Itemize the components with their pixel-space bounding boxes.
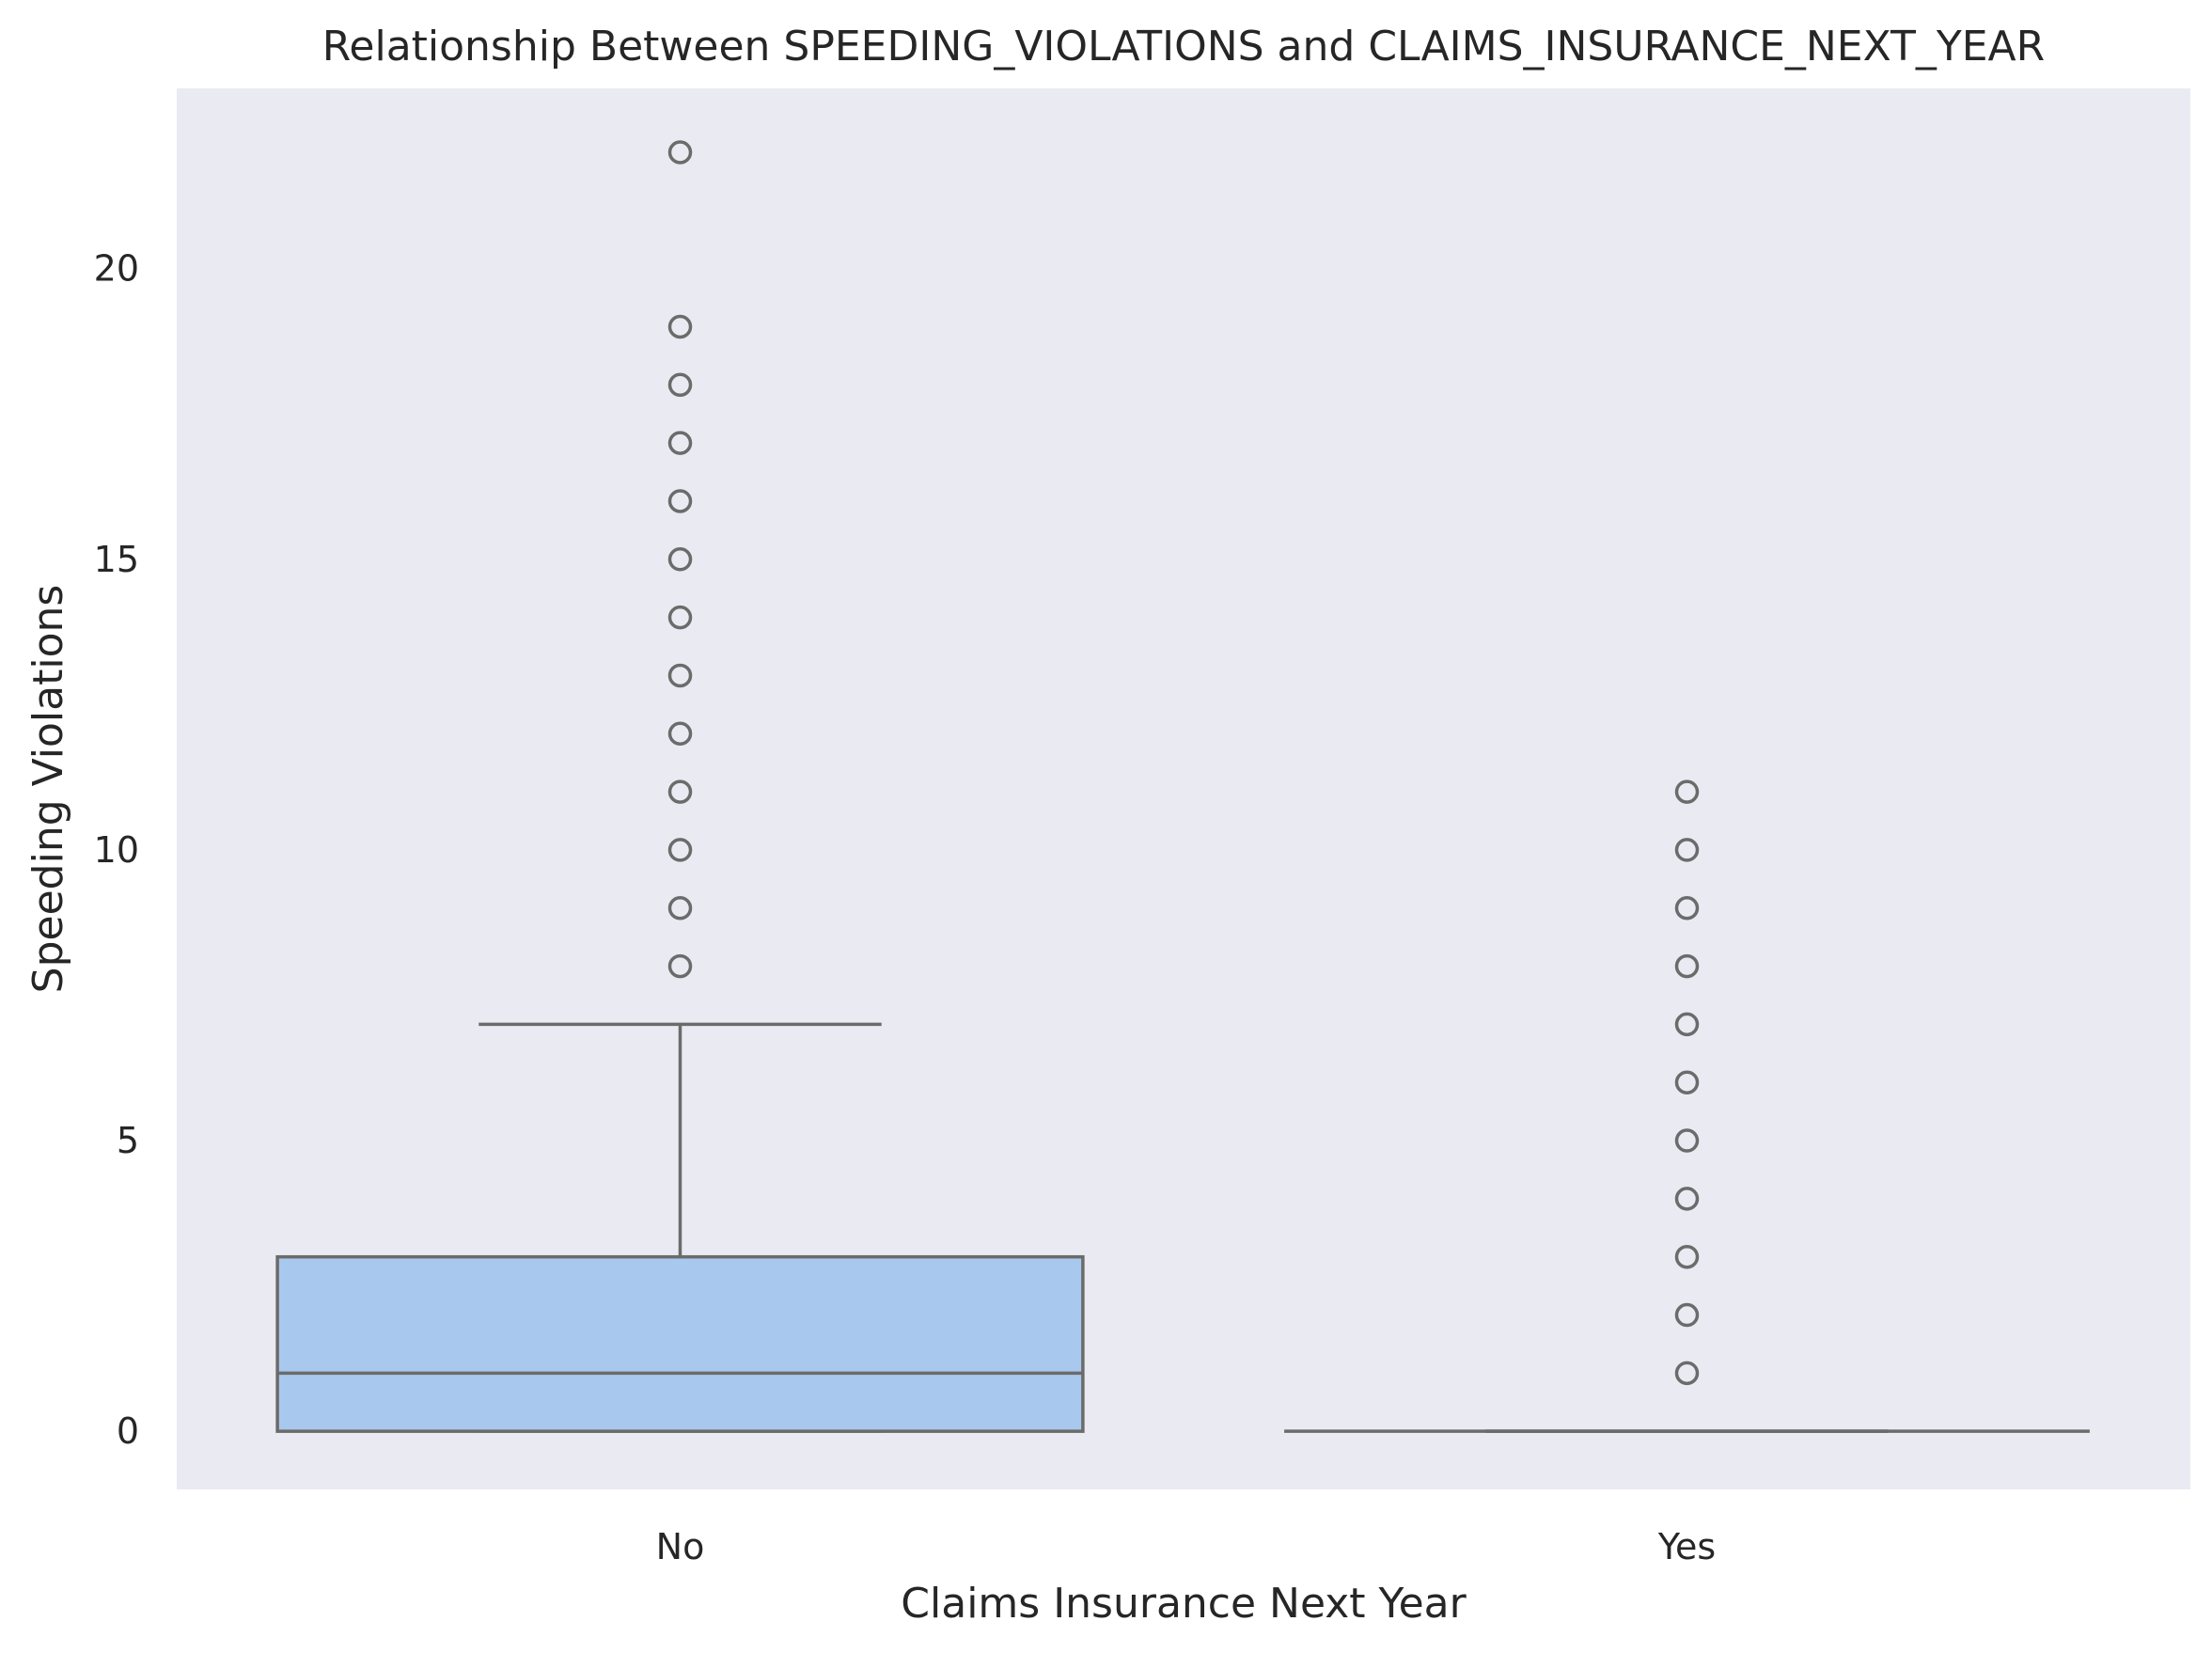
outlier-point: [667, 547, 693, 572]
outlier-point: [1674, 1012, 1700, 1037]
outlier-point: [1674, 1244, 1700, 1269]
outlier-point: [1674, 1070, 1700, 1094]
x-axis-ticks: No Yes: [656, 1526, 1717, 1567]
y-tick-label: 5: [117, 1120, 139, 1161]
outlier-point: [1674, 895, 1700, 921]
chart-title: Relationship Between SPEEDING_VIOLATIONS…: [322, 23, 2045, 71]
outlier-point: [667, 314, 693, 339]
y-axis-label: Speeding Violations: [24, 585, 72, 994]
x-axis-label: Claims Insurance Next Year: [901, 1580, 1467, 1628]
box-series: [275, 140, 2090, 1433]
outlier-point: [667, 838, 693, 862]
y-tick-label: 20: [94, 248, 139, 290]
y-tick-label: 15: [94, 539, 139, 580]
outlier-point: [667, 779, 693, 804]
outlier-point: [1674, 1128, 1700, 1153]
outlier-point: [667, 953, 693, 979]
outlier-point: [667, 489, 693, 513]
outlier-point: [1674, 1302, 1700, 1328]
outlier-point: [667, 605, 693, 630]
outlier-point: [1674, 779, 1700, 804]
x-tick-label: No: [656, 1526, 705, 1567]
outlier-point: [667, 140, 693, 165]
outlier-point: [1674, 1187, 1700, 1211]
outlier-point: [1674, 1361, 1700, 1386]
y-axis-ticks: 0 5 10 15 20: [94, 248, 139, 1453]
outlier-point: [667, 895, 693, 921]
x-tick-label: Yes: [1657, 1526, 1716, 1567]
box-group-no: [275, 140, 1085, 1433]
box-group-yes: [1284, 779, 2090, 1433]
outlier-point: [667, 431, 693, 455]
outlier-point: [1674, 953, 1700, 979]
outlier-point: [667, 663, 693, 688]
outlier-point: [667, 721, 693, 747]
y-tick-label: 10: [94, 829, 139, 871]
outlier-point: [1674, 838, 1700, 862]
box-iqr: [275, 1254, 1085, 1433]
y-tick-label: 0: [117, 1410, 139, 1452]
outlier-point: [667, 372, 693, 398]
